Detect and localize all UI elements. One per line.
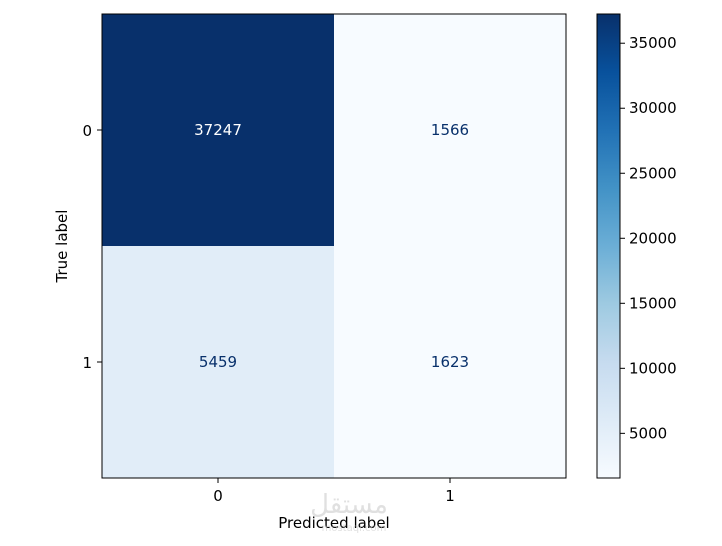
- colorbar-tick-label-3: 20000: [629, 229, 677, 247]
- y-tick-label-0: 0: [82, 122, 92, 140]
- watermark: مستقل mostaql.com: [310, 490, 388, 534]
- colorbar-ticks: 5000 10000 15000 20000 25000 30000 35000: [620, 34, 677, 442]
- plot-frame: [101, 13, 567, 479]
- matrix-cells: 37247 1566 5459 1623: [102, 14, 566, 478]
- x-tick-label-1: 1: [445, 487, 455, 505]
- colorbar-tick-label-1: 10000: [629, 359, 677, 377]
- cell-label-0-0: 37247: [194, 121, 242, 139]
- colorbar-tick-label-2: 15000: [629, 294, 677, 312]
- y-tick-label-1: 1: [82, 354, 92, 372]
- y-axis-label: True label: [53, 210, 71, 284]
- cell-1-1: [334, 246, 566, 478]
- x-axis-label: Predicted label: [278, 514, 389, 532]
- cell-label-0-1: 1566: [431, 121, 469, 139]
- colorbar: [597, 14, 620, 478]
- axis-ticks: 0 1 0 1: [82, 122, 454, 505]
- colorbar-tick-label-6: 35000: [629, 34, 677, 52]
- cell-0-0: [102, 14, 334, 246]
- colorbar-tick-label-0: 5000: [629, 424, 667, 442]
- watermark-text: مستقل: [310, 490, 388, 520]
- colorbar-frame: [596, 13, 621, 479]
- x-tick-label-0: 0: [213, 487, 223, 505]
- cell-1-0: [102, 246, 334, 478]
- watermark-subtext: mostaql.com: [322, 523, 387, 534]
- cell-label-1-1: 1623: [431, 353, 469, 371]
- colorbar-tick-label-4: 25000: [629, 164, 677, 182]
- cell-0-1: [334, 14, 566, 246]
- cell-label-1-0: 5459: [199, 353, 237, 371]
- colorbar-tick-label-5: 30000: [629, 99, 677, 117]
